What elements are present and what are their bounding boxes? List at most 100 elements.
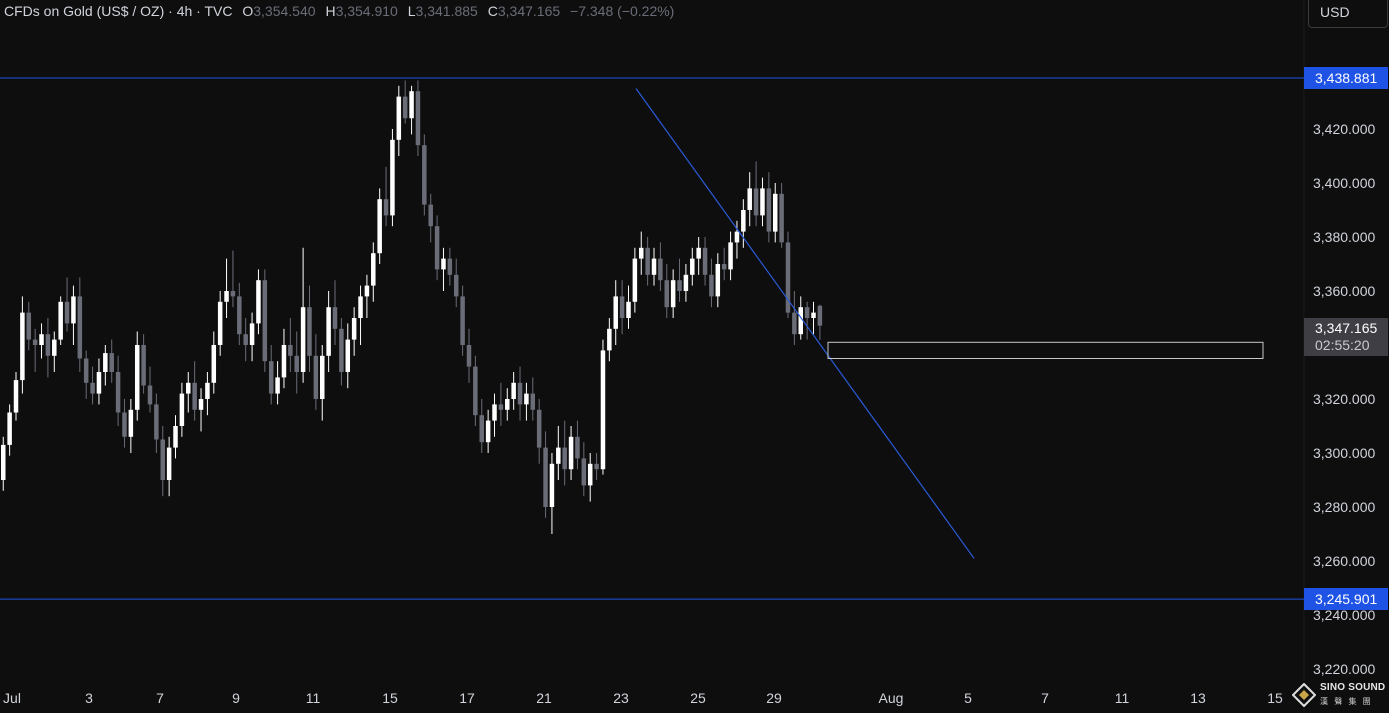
candle-up[interactable] <box>798 307 804 335</box>
candle-up[interactable] <box>166 447 172 480</box>
candle-up[interactable] <box>524 393 529 405</box>
candle-up[interactable] <box>186 382 191 394</box>
candle-down[interactable] <box>64 301 70 324</box>
candle-up[interactable] <box>205 382 210 399</box>
candle-up[interactable] <box>683 274 689 291</box>
candle-up[interactable] <box>13 380 19 413</box>
candle-up[interactable] <box>626 301 631 318</box>
candle-down[interactable] <box>434 226 440 270</box>
candle-up[interactable] <box>377 199 382 254</box>
candle-down[interactable] <box>792 312 797 335</box>
candle-up[interactable] <box>549 463 555 507</box>
candle-up[interactable] <box>211 345 217 383</box>
candle-up[interactable] <box>747 188 752 210</box>
candle-down[interactable] <box>447 258 453 275</box>
candle-down[interactable] <box>466 345 472 367</box>
currency-button[interactable]: USD <box>1308 0 1388 28</box>
candle-up[interactable] <box>485 420 491 443</box>
candle-up[interactable] <box>772 193 778 232</box>
candle-down[interactable] <box>658 258 663 281</box>
candle-down[interactable] <box>664 280 670 308</box>
candle-up[interactable] <box>1 444 6 480</box>
candle-up[interactable] <box>7 412 12 445</box>
candle-up[interactable] <box>300 307 306 372</box>
candle-up[interactable] <box>281 345 287 378</box>
candle-down[interactable] <box>332 307 338 329</box>
candle-down[interactable] <box>619 296 625 318</box>
candle-down[interactable] <box>45 334 51 356</box>
candle-up[interactable] <box>217 301 223 345</box>
candle-up[interactable] <box>58 301 63 340</box>
candle-down[interactable] <box>562 447 567 470</box>
candle-down[interactable] <box>294 355 299 372</box>
candle-down[interactable] <box>422 145 427 205</box>
candle-up[interactable] <box>128 409 134 437</box>
candle-up[interactable] <box>690 258 695 275</box>
candle-down[interactable] <box>753 188 759 216</box>
candle-down[interactable] <box>288 345 293 356</box>
candle-down[interactable] <box>721 264 727 270</box>
candle-down[interactable] <box>192 382 197 410</box>
candle-down[interactable] <box>122 412 127 437</box>
candle-down[interactable] <box>90 382 95 394</box>
candle-up[interactable] <box>556 447 561 464</box>
candle-up[interactable] <box>409 91 414 119</box>
candle-down[interactable] <box>530 393 536 410</box>
candle-down[interactable] <box>779 193 784 243</box>
symbol-title[interactable]: CFDs on Gold (US$ / OZ) · 4h · TVC <box>4 3 233 19</box>
candle-up[interactable] <box>224 291 229 302</box>
candle-down[interactable] <box>543 447 548 507</box>
candle-up[interactable] <box>505 399 510 410</box>
candle-up[interactable] <box>728 242 733 270</box>
candle-down[interactable] <box>115 372 121 413</box>
candle-down[interactable] <box>415 91 421 146</box>
candle-down[interactable] <box>473 366 478 416</box>
candle-down[interactable] <box>428 204 433 227</box>
candle-up[interactable] <box>198 399 204 410</box>
candle-up[interactable] <box>103 353 108 372</box>
candle-up[interactable] <box>696 247 701 259</box>
candle-up[interactable] <box>632 258 638 302</box>
candle-up[interactable] <box>715 264 721 297</box>
candle-down[interactable] <box>83 358 89 383</box>
candle-up[interactable] <box>326 307 331 356</box>
candle-up[interactable] <box>607 328 612 351</box>
candle-up[interactable] <box>351 318 357 340</box>
candle-down[interactable] <box>262 280 268 362</box>
candle-down[interactable] <box>645 247 650 275</box>
candle-up[interactable] <box>613 296 618 329</box>
candle-up[interactable] <box>734 231 740 243</box>
candle-down[interactable] <box>307 307 312 356</box>
candle-up[interactable] <box>600 350 606 470</box>
candle-down[interactable] <box>766 188 772 232</box>
candle-down[interactable] <box>581 458 587 486</box>
candle-down[interactable] <box>154 404 159 440</box>
candle-up[interactable] <box>364 285 370 297</box>
candle-down[interactable] <box>575 436 580 459</box>
candle-up[interactable] <box>256 280 261 324</box>
candle-up[interactable] <box>134 345 140 410</box>
candle-down[interactable] <box>77 296 83 359</box>
support-zone-rectangle[interactable] <box>827 341 1264 359</box>
candle-down[interactable] <box>498 404 504 410</box>
candle-up[interactable] <box>173 426 178 448</box>
candle-up[interactable] <box>358 296 363 318</box>
candle-up[interactable] <box>179 393 185 426</box>
candle-down[interactable] <box>230 291 236 297</box>
candle-up[interactable] <box>441 258 446 270</box>
candle-up[interactable] <box>741 210 746 232</box>
candle-up[interactable] <box>345 339 351 372</box>
candle-down[interactable] <box>677 280 682 291</box>
candle-down[interactable] <box>160 439 166 481</box>
candle-down[interactable] <box>453 274 459 297</box>
candle-down[interactable] <box>536 409 542 448</box>
candle-up[interactable] <box>511 382 516 399</box>
candle-up[interactable] <box>760 188 765 216</box>
candle-down[interactable] <box>339 328 344 372</box>
candle-down[interactable] <box>243 334 248 345</box>
trendline[interactable] <box>635 88 975 559</box>
candle-down[interactable] <box>517 382 523 405</box>
candle-down[interactable] <box>402 96 408 119</box>
candle-up[interactable] <box>96 372 102 394</box>
candle-up[interactable] <box>670 280 676 308</box>
